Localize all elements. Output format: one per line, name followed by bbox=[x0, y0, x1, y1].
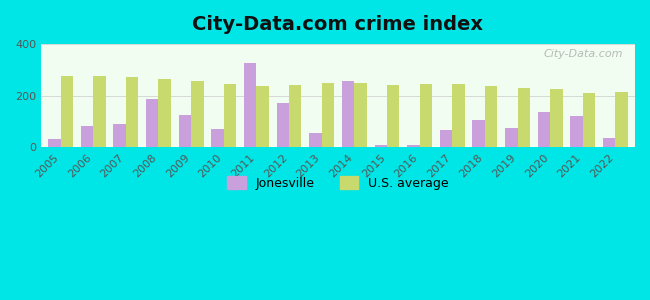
Bar bbox=[146, 99, 159, 147]
Title: City-Data.com crime index: City-Data.com crime index bbox=[192, 15, 484, 34]
Bar bbox=[603, 138, 616, 147]
Bar bbox=[407, 145, 420, 147]
Bar bbox=[159, 79, 171, 147]
Bar bbox=[114, 124, 126, 147]
Bar bbox=[211, 129, 224, 147]
Bar bbox=[126, 77, 138, 147]
Bar bbox=[179, 115, 191, 147]
Bar bbox=[342, 81, 354, 147]
Bar bbox=[452, 84, 465, 147]
Bar bbox=[354, 82, 367, 147]
Bar bbox=[616, 92, 628, 147]
Text: City-Data.com: City-Data.com bbox=[543, 49, 623, 59]
Bar bbox=[440, 130, 452, 147]
Bar bbox=[538, 112, 550, 147]
Bar bbox=[505, 128, 517, 147]
Bar bbox=[517, 88, 530, 147]
Bar bbox=[322, 82, 334, 147]
Legend: Jonesville, U.S. average: Jonesville, U.S. average bbox=[222, 171, 454, 195]
Bar bbox=[256, 86, 269, 147]
Bar bbox=[191, 81, 203, 147]
Bar bbox=[289, 85, 302, 147]
Bar bbox=[387, 85, 399, 147]
Bar bbox=[81, 127, 93, 147]
Bar bbox=[420, 84, 432, 147]
Bar bbox=[485, 86, 497, 147]
Bar bbox=[550, 89, 562, 147]
Bar bbox=[224, 84, 236, 147]
Bar bbox=[60, 76, 73, 147]
Bar bbox=[93, 76, 105, 147]
Bar bbox=[473, 120, 485, 147]
Bar bbox=[583, 93, 595, 147]
Bar bbox=[309, 133, 322, 147]
Bar bbox=[571, 116, 583, 147]
Bar bbox=[244, 63, 256, 147]
Bar bbox=[277, 103, 289, 147]
Bar bbox=[48, 140, 60, 147]
Bar bbox=[374, 145, 387, 147]
